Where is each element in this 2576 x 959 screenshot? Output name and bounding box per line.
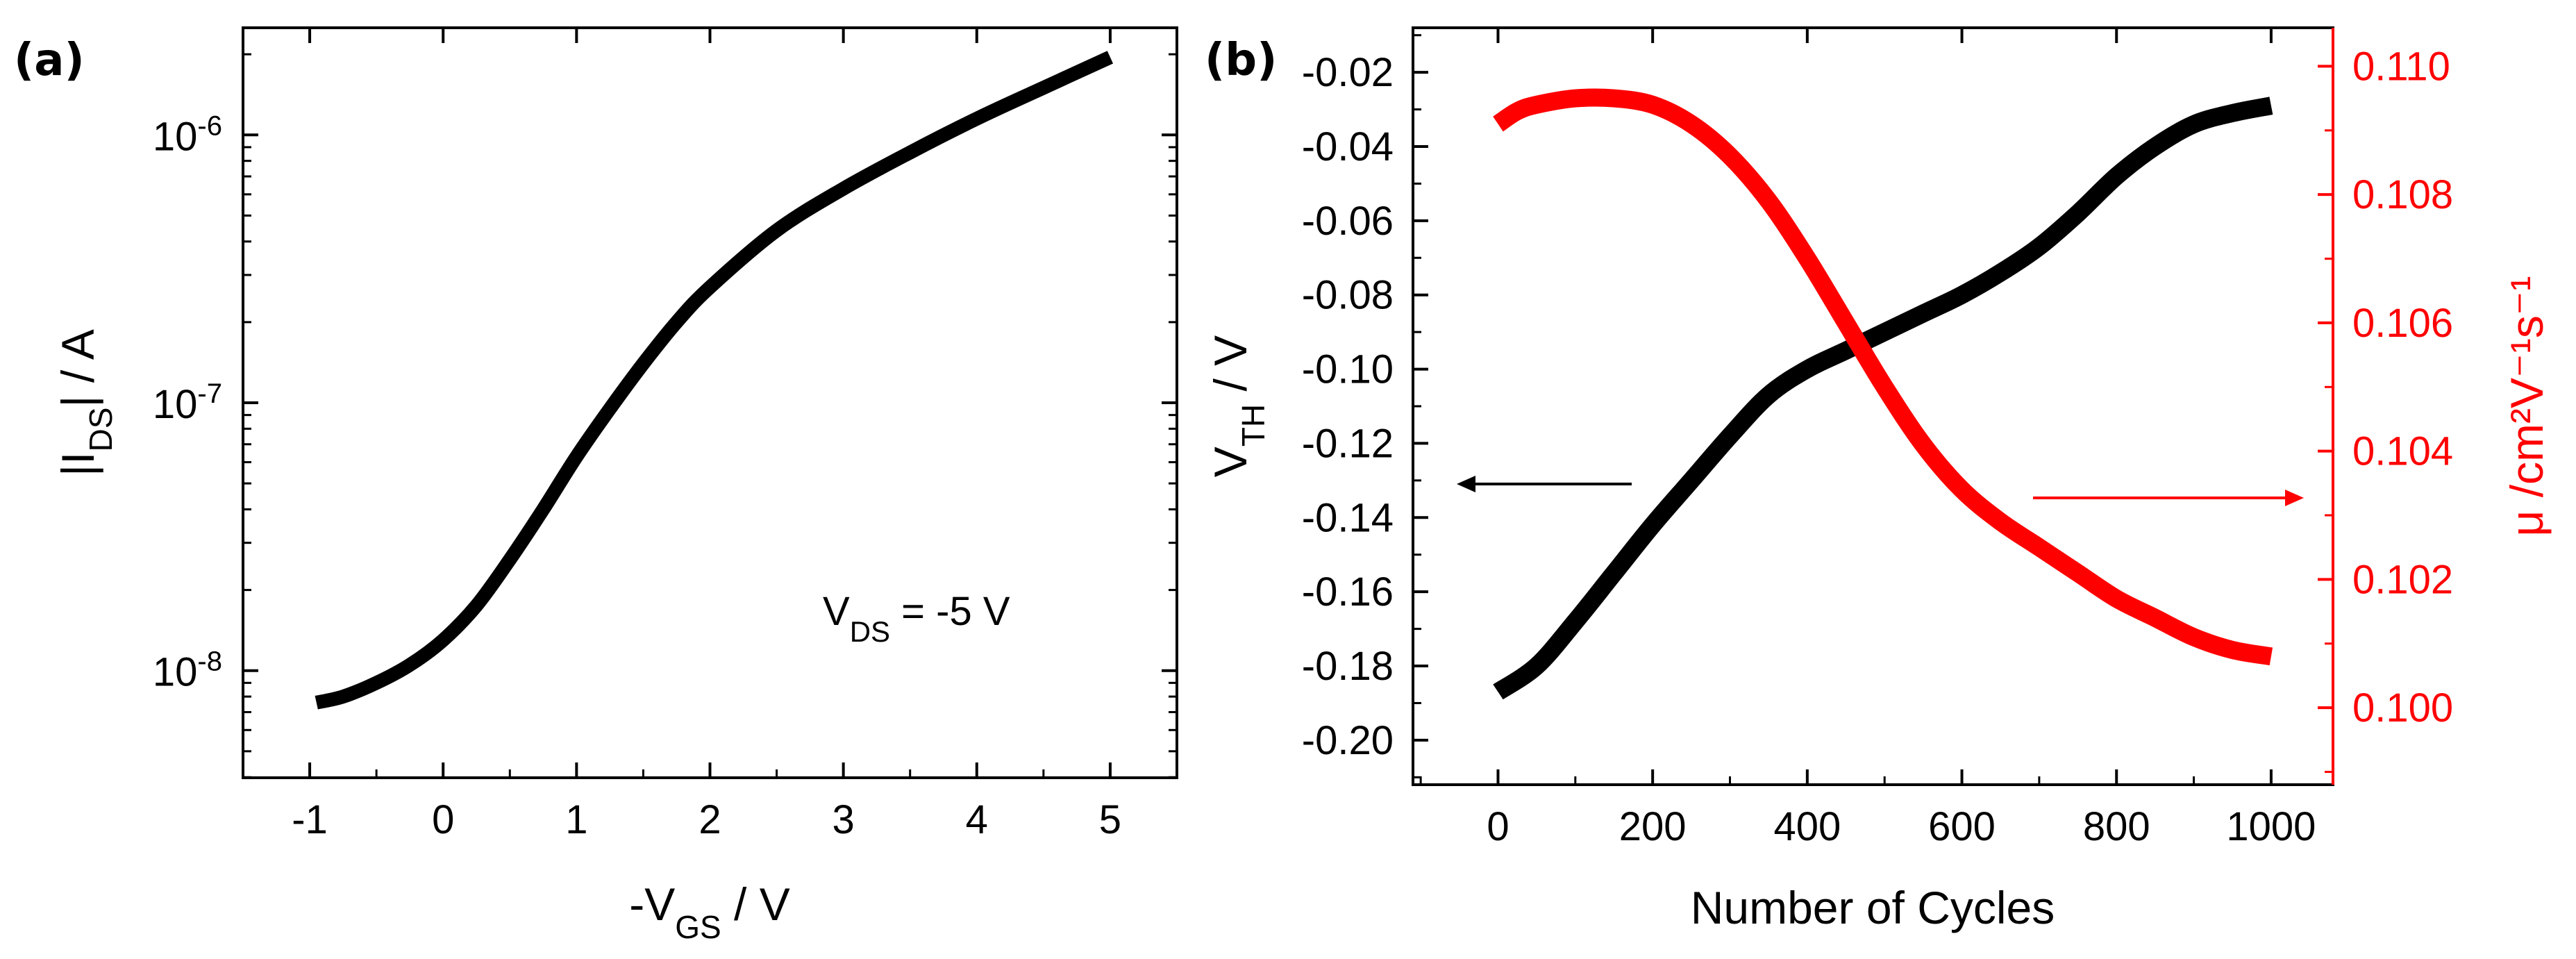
chart-a-xtick-label: 0: [432, 797, 454, 842]
chart-b-left-ytick-label: -0.10: [1302, 347, 1394, 392]
chart-a-ticks: [243, 28, 1177, 778]
chart-a-series-line: [315, 51, 1114, 710]
chart-b-right-ytick-label: 0.106: [2352, 301, 2453, 346]
chart-b-series-vth: [1493, 97, 2273, 700]
chart-a-xtick-label: 5: [1099, 797, 1121, 842]
chart-b-xtick-label: 0: [1487, 804, 1509, 849]
chart-a: (a) -1 0 1 2 3 4 5 10-8 10-7 10-6 -VGS /…: [14, 26, 1178, 945]
chart-b-xtick-label: 400: [1773, 804, 1841, 849]
chart-b-x-axis-title: Number of Cycles: [1691, 882, 2055, 933]
chart-b-left-ytick-label: -0.08: [1302, 273, 1394, 318]
chart-b-left-ytick-label: -0.12: [1302, 421, 1394, 466]
chart-a-y-axis-title: |IDS| / A: [52, 329, 119, 476]
chart-b-right-ytick-label: 0.100: [2352, 685, 2453, 731]
chart-a-series: [315, 51, 1114, 710]
chart-b: (b) 0 200 400 600 800 1000 -0.02 -0.04 -…: [1205, 26, 2552, 933]
chart-a-annotation: VDS = -5 V: [823, 589, 1010, 648]
chart-a-ytick-label: 10-8: [153, 647, 222, 695]
chart-b-left-ytick-label: -0.16: [1302, 569, 1394, 615]
chart-b-right-ytick-label: 0.108: [2352, 172, 2453, 217]
chart-b-arrows: [1457, 476, 2304, 506]
panel-label-b: (b): [1205, 35, 1277, 86]
chart-a-ytick-label: 10-6: [153, 110, 222, 159]
chart-b-left-ytick-label: -0.04: [1302, 124, 1394, 169]
chart-b-left-ytick-label: -0.20: [1302, 718, 1394, 763]
chart-a-xtick-label: 3: [833, 797, 855, 842]
chart-b-frame: [1412, 26, 2334, 786]
chart-b-series-mobility: [1493, 88, 2273, 666]
chart-b-left-ytick-label: -0.18: [1302, 644, 1394, 689]
panel-label-a: (a): [14, 35, 85, 86]
chart-b-xtick-label: 800: [2083, 804, 2150, 849]
chart-a-xtick-label: 4: [966, 797, 988, 842]
chart-b-left-ytick-label: -0.06: [1302, 199, 1394, 244]
arrow-left-head-icon: [1457, 476, 1475, 492]
chart-a-x-axis-title: -VGS / V: [629, 878, 790, 945]
chart-b-left-ytick-label: -0.14: [1302, 495, 1394, 540]
chart-b-right-ytick-label: 0.104: [2352, 429, 2453, 474]
chart-b-ticks: [1413, 28, 2333, 785]
chart-a-xtick-label: -1: [292, 797, 328, 842]
chart-b-right-y-axis-title: μ /cm²V⁻¹s⁻¹: [2501, 276, 2552, 536]
chart-a-ytick-label: 10-7: [153, 378, 222, 427]
chart-a-frame: [242, 26, 1178, 779]
chart-b-series: [1493, 88, 2273, 700]
chart-a-xtick-label: 1: [565, 797, 587, 842]
chart-b-left-y-axis-title: VTH / V: [1205, 335, 1271, 477]
chart-b-xtick-label: 1000: [2226, 804, 2316, 849]
arrow-right-head-icon: [2285, 490, 2304, 506]
chart-b-right-ytick-label: 0.102: [2352, 557, 2453, 602]
chart-b-xtick-label: 200: [1619, 804, 1687, 849]
chart-b-xtick-label: 600: [1928, 804, 1996, 849]
chart-b-left-ytick-label: -0.02: [1302, 50, 1394, 95]
chart-a-xtick-label: 2: [699, 797, 721, 842]
chart-b-right-ytick-label: 0.110: [2352, 44, 2450, 89]
